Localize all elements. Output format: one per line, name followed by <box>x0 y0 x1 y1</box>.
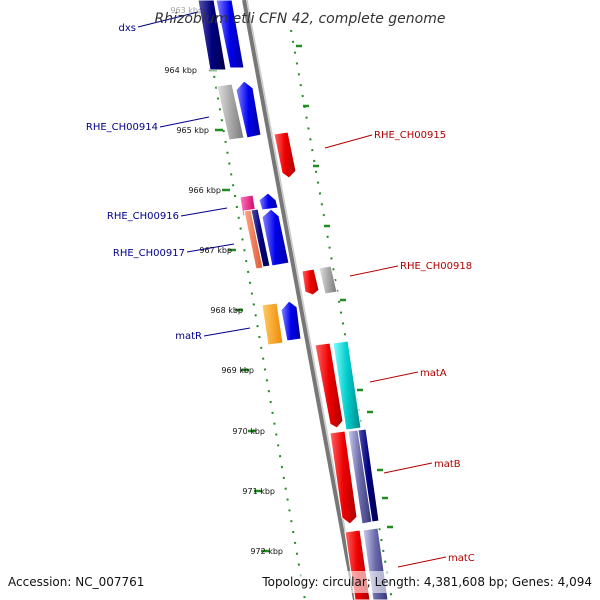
gene-label-dxs[interactable]: dxs <box>119 23 136 34</box>
gene-matA-cyan[interactable] <box>332 340 362 431</box>
gene-label-matC[interactable]: matC <box>448 553 475 564</box>
gene-matR[interactable] <box>280 300 302 342</box>
tick-label: 969 kbp <box>221 366 254 375</box>
right-gene-labels: RHE_CH00915 RHE_CH00918 matA matB matC <box>374 130 475 564</box>
gene-label-matA[interactable]: matA <box>420 368 447 379</box>
gene-RHE_CH00914-grey[interactable] <box>216 83 245 141</box>
gene-label-RHE_CH00917[interactable]: RHE_CH00917 <box>113 248 185 259</box>
gene-RHE_CH00917-navy[interactable] <box>250 208 271 268</box>
gene-RHE_CH00918-red[interactable] <box>301 268 320 296</box>
gene-label-RHE_CH00918[interactable]: RHE_CH00918 <box>400 261 472 272</box>
gene-RHE_CH00917[interactable] <box>261 208 290 267</box>
gene-label-matB[interactable]: matB <box>434 459 461 470</box>
tick-label: 963 kbp <box>170 6 203 15</box>
left-gene-labels: dxs RHE_CH00914 RHE_CH00916 RHE_CH00917 … <box>86 23 202 342</box>
tick-label: 964 kbp <box>164 66 197 75</box>
tick-label: 970 kbp <box>232 427 265 436</box>
right-leader-lines <box>324 134 447 568</box>
gene-RHE_CH00918-grey[interactable] <box>318 265 338 295</box>
gene-RHE_CH00914[interactable] <box>235 80 262 139</box>
gene-RHE_CH00917-salmon[interactable] <box>243 209 264 270</box>
outer-track-dashes <box>296 44 393 529</box>
genome-title: Rhizobium etli CFN 42, complete genome <box>155 11 446 27</box>
genome-summary-text: Topology: circular; Length: 4,381,608 bp… <box>261 575 592 589</box>
gene-dxs-segment-a[interactable] <box>197 0 227 71</box>
gene-matB-red[interactable] <box>329 430 358 525</box>
gene-label-matR[interactable]: matR <box>175 331 202 342</box>
gene-matR-orange[interactable] <box>261 302 284 346</box>
left-leader-lines <box>137 11 251 337</box>
tick-label: 968 kbp <box>210 306 243 315</box>
gene-label-RHE_CH00915[interactable]: RHE_CH00915 <box>374 130 446 141</box>
tick-label: 972 kbp <box>250 547 283 556</box>
tick-label: 966 kbp <box>188 186 221 195</box>
gene-RHE_CH00915[interactable] <box>273 131 297 179</box>
tick-labels: 963 kbp 964 kbp 965 kbp 966 kbp 967 kbp … <box>164 6 283 556</box>
gene-dxs-segment-b[interactable] <box>215 0 245 69</box>
accession-text: Accession: NC_007761 <box>8 575 144 589</box>
inner-dotted-track <box>200 0 306 600</box>
right-strand-genes <box>273 131 389 600</box>
tick-label: 967 kbp <box>199 246 232 255</box>
gene-matB-navy[interactable] <box>357 428 380 523</box>
genome-backbone <box>242 0 357 600</box>
tick-label: 965 kbp <box>176 126 209 135</box>
gene-label-RHE_CH00916[interactable]: RHE_CH00916 <box>107 211 179 222</box>
tick-label: 971 kbp <box>242 487 275 496</box>
gene-matA-red[interactable] <box>314 342 344 429</box>
gene-RHE_CH00916[interactable] <box>258 192 279 211</box>
left-strand-genes <box>197 0 302 346</box>
gene-label-RHE_CH00914[interactable]: RHE_CH00914 <box>86 122 158 133</box>
